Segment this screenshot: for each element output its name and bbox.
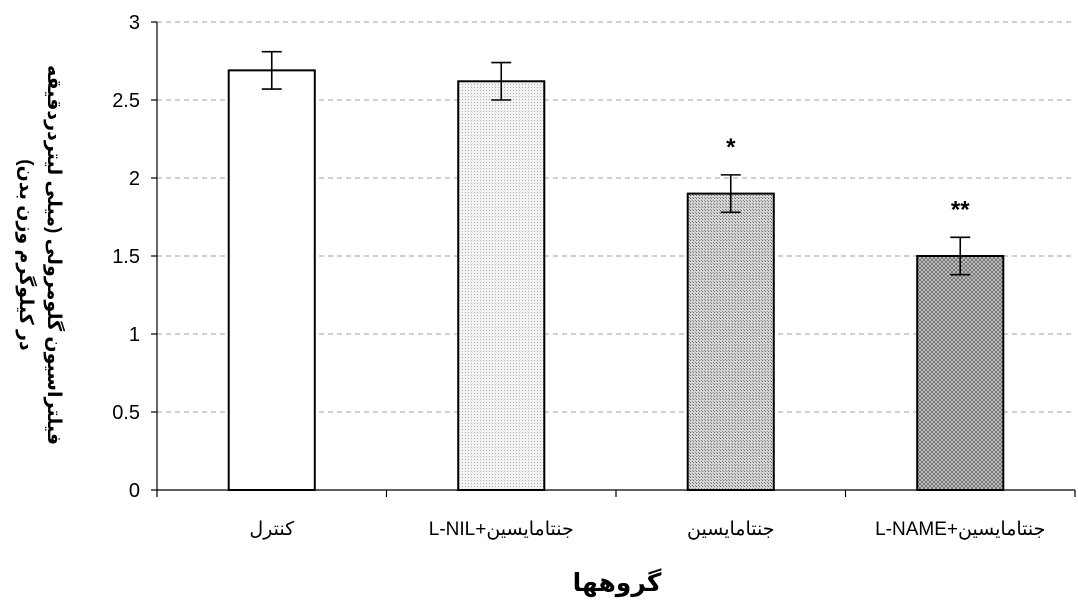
y-tick-label: 1 <box>129 324 140 346</box>
y-ticks: 0 0.5 1 1.5 2 2.5 3 <box>112 12 157 502</box>
bar <box>457 80 546 491</box>
significance-marker: * <box>726 134 736 161</box>
x-ticks <box>156 490 1076 497</box>
y-axis-title-line-1: فیلتراسیون گلومرولی (میلی لیتردردقیقه <box>43 65 66 445</box>
y-axis-title-line-2: در کیلوگرم وزن بدن) <box>15 159 38 351</box>
y-tick-label: 0.5 <box>112 402 140 424</box>
category-label: کنترل <box>249 519 295 540</box>
error-bar <box>720 174 741 214</box>
category-labels: کنترل جنتامایسین+L-NIL جنتامایسین جنتامایسی… <box>249 519 1045 540</box>
bar <box>916 255 1005 491</box>
bars: *** <box>227 50 1005 492</box>
category-label: جنتامایسین+L-NAME <box>875 519 1045 540</box>
bar <box>227 69 316 492</box>
y-axis-title: فیلتراسیون گلومرولی (میلی لیتردردقیقه در… <box>15 65 66 445</box>
y-tick-label: 1.5 <box>112 246 140 268</box>
category-label: جنتامایسین+L-NIL <box>429 519 574 540</box>
bar <box>686 192 775 491</box>
y-tick-label: 0 <box>129 480 140 502</box>
error-bar <box>950 236 971 276</box>
significance-marker: ** <box>951 196 970 223</box>
error-bar <box>491 61 512 101</box>
y-tick-label: 2.5 <box>112 90 140 112</box>
y-tick-label: 2 <box>129 168 140 190</box>
category-label: جنتامایسین <box>687 519 774 540</box>
x-axis-title: گروهها <box>573 568 662 598</box>
y-tick-label: 3 <box>129 12 140 34</box>
error-bar <box>261 50 282 90</box>
